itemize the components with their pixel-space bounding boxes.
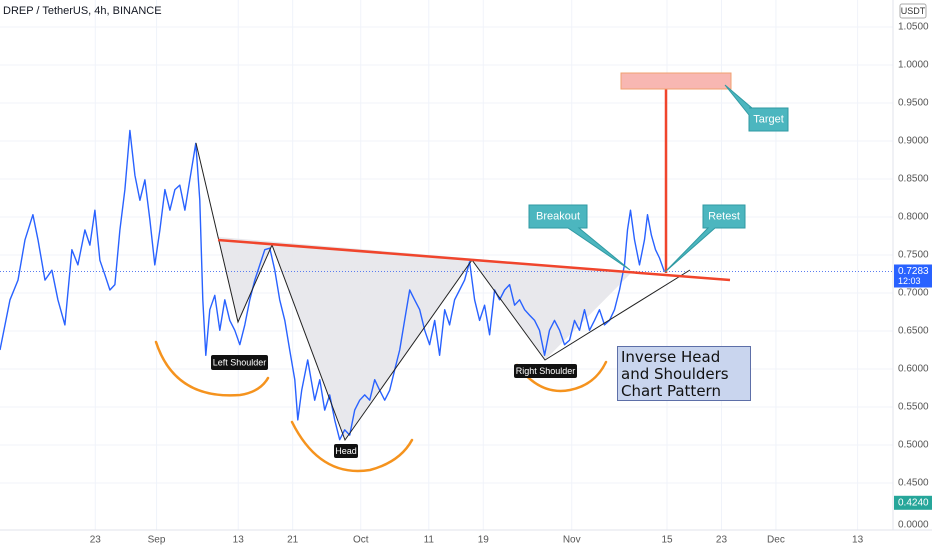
x-tick-label: 15 (661, 535, 673, 546)
right-shoulder-label: Right Shoulder (516, 366, 576, 376)
last-price-tag (894, 264, 932, 288)
y-tick-label: 1.0000 (898, 60, 929, 71)
y-tick-label: 0.5000 (898, 440, 929, 451)
x-tick-label: 11 (424, 535, 435, 546)
callout (724, 84, 789, 132)
retest-label: Retest (708, 210, 740, 222)
x-tick-label: Dec (767, 535, 785, 546)
x-tick-label: 23 (716, 535, 728, 546)
y-tick-label: 1.0500 (898, 22, 929, 33)
x-tick-label: 23 (90, 535, 102, 546)
callout (664, 204, 746, 273)
x-tick-label: 13 (852, 535, 864, 546)
x-tick-label: 21 (287, 535, 299, 546)
label-box (334, 444, 358, 458)
y-tick-label: 0.8500 (898, 174, 929, 185)
label-box (211, 355, 268, 370)
label-box (514, 364, 577, 378)
breakout-label: Breakout (536, 210, 580, 222)
neckline (217, 238, 731, 282)
pattern-note: Inverse Head and Shoulders Chart Pattern (617, 346, 751, 401)
y-tick-label: 0.8000 (898, 212, 929, 223)
x-tick-label: Oct (353, 535, 369, 546)
callout (528, 204, 631, 271)
left-shoulder-arc (154, 340, 270, 397)
x-tick-label: 13 (233, 535, 245, 546)
y-tick-label: 0.6000 (898, 364, 929, 375)
y-tick-label: 0.7000 (898, 288, 929, 299)
head-arc (290, 420, 414, 473)
plot (0, 129, 893, 441)
x-tick-label: 19 (478, 535, 490, 546)
y-tick-label: 0.6500 (898, 326, 929, 337)
y-tick-label: 0.0000 (898, 520, 929, 531)
price-line (0, 129, 666, 441)
pattern-fill (218, 237, 632, 440)
y-tick-label: 0.4500 (898, 478, 929, 489)
last-price-label: 0.7283 (898, 266, 929, 277)
chart-title: DREP / TetherUS, 4h, BINANCE (3, 5, 162, 17)
x-tick-label: Sep (148, 535, 166, 546)
y-tick-label: 0.5500 (898, 402, 929, 413)
currency-box (899, 3, 927, 19)
currency: USDT (901, 6, 926, 16)
countdown: 12:03 (898, 276, 921, 286)
low-price-label: 0.4240 (898, 497, 929, 508)
head-label: Head (335, 446, 357, 456)
target-label: Target (753, 113, 784, 125)
y-tick-label: 0.9000 (898, 136, 929, 147)
target-zone (620, 72, 732, 90)
y-tick-label: 0.9500 (898, 98, 929, 109)
y-tick-label: 0.7500 (898, 250, 929, 261)
left-shoulder-label: Left Shoulder (213, 357, 267, 367)
zigzag (195, 142, 691, 442)
low-price-tag (894, 495, 932, 510)
x-tick-label: Nov (563, 535, 581, 546)
axes: 0.4500 0.5000 0.5500 0.6000 0.6500 0.7000 0.75… (90, 22, 932, 546)
right-shoulder-arc (515, 360, 608, 393)
